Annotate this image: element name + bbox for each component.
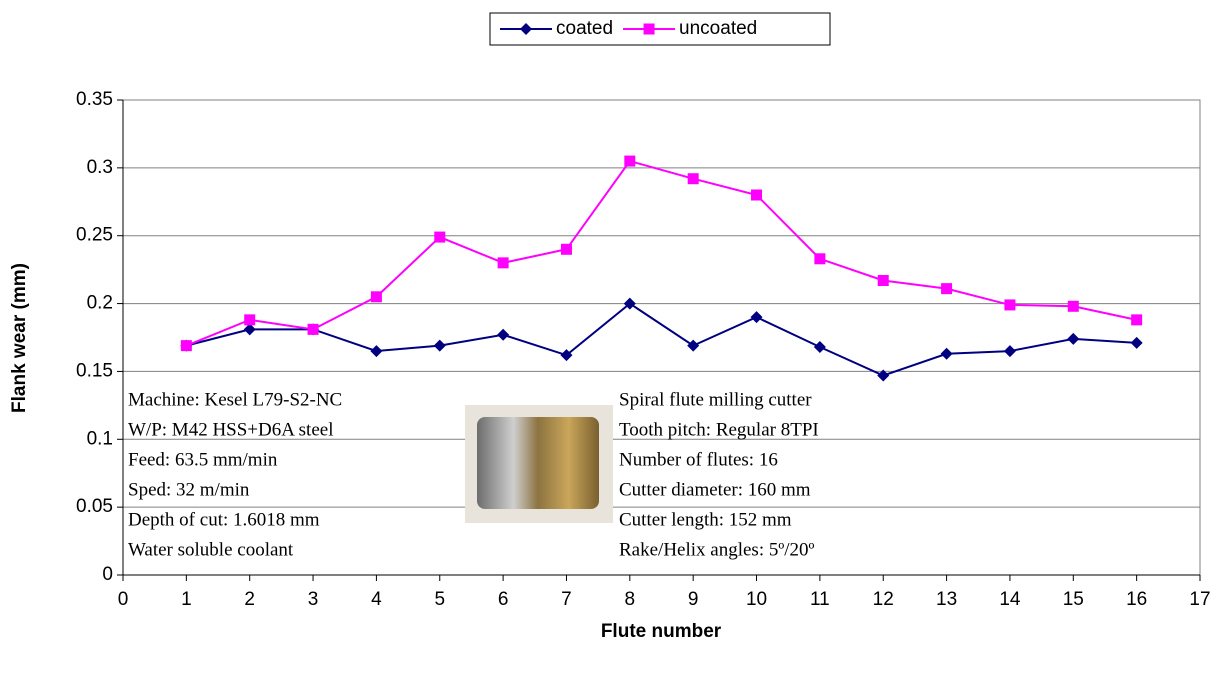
point <box>877 369 890 382</box>
point <box>750 311 763 324</box>
annotation: Water soluble coolant <box>128 539 294 560</box>
x-tick-label: 10 <box>746 589 767 610</box>
annotation: Sped: 32 m/min <box>128 479 250 500</box>
point <box>1067 332 1080 345</box>
point <box>1004 299 1016 311</box>
x-tick-label: 0 <box>118 589 129 610</box>
y-tick-label: 0.25 <box>76 225 113 246</box>
point <box>751 189 763 201</box>
x-tick-label: 13 <box>936 589 957 610</box>
point <box>497 257 509 269</box>
annotation: Feed: 63.5 mm/min <box>128 449 278 470</box>
annotation: Cutter diameter: 160 mm <box>619 479 811 500</box>
x-tick-label: 15 <box>1063 589 1084 610</box>
annotation: W/P: M42 HSS+D6A steel <box>128 419 333 440</box>
point <box>1003 345 1016 358</box>
x-tick-label: 4 <box>371 589 382 610</box>
point <box>814 253 826 265</box>
point <box>1067 300 1079 312</box>
legend-label: uncoated <box>679 18 757 39</box>
x-tick-label: 6 <box>498 589 509 610</box>
point <box>370 345 383 358</box>
cutter-photo <box>477 417 599 509</box>
y-tick-label: 0.2 <box>87 293 113 314</box>
point <box>687 339 700 352</box>
y-tick-label: 0.35 <box>76 89 113 110</box>
x-tick-label: 16 <box>1126 589 1147 610</box>
point <box>813 341 826 353</box>
point <box>180 340 192 352</box>
point <box>687 173 699 185</box>
series-line <box>186 302 1137 377</box>
x-tick-label: 8 <box>625 589 636 610</box>
annotation: Spiral flute milling cutter <box>619 389 812 410</box>
point <box>497 328 510 341</box>
point <box>560 349 573 362</box>
x-tick-label: 11 <box>810 589 830 610</box>
point <box>624 155 636 167</box>
point <box>623 297 636 310</box>
point <box>434 231 446 243</box>
point <box>940 347 953 360</box>
y-tick-label: 0.05 <box>76 496 113 517</box>
x-tick-label: 7 <box>561 589 572 610</box>
x-tick-label: 12 <box>873 589 894 610</box>
y-tick-label: 0.1 <box>87 428 113 449</box>
point <box>243 323 256 336</box>
x-tick-label: 9 <box>688 589 699 610</box>
annotation: Rake/Helix angles: 5º/20º <box>619 539 815 560</box>
point <box>307 323 319 335</box>
legend-marker <box>520 23 532 35</box>
annotation: Machine: Kesel L79-S2-NC <box>128 389 342 410</box>
annotation: Cutter length: 152 mm <box>619 509 792 530</box>
legend-label: coated <box>556 18 613 39</box>
x-tick-label: 5 <box>434 589 445 610</box>
y-tick-label: 0.15 <box>76 360 113 381</box>
annotation: Depth of cut: 1.6018 mm <box>128 509 320 530</box>
x-tick-label: 17 <box>1189 589 1210 610</box>
y-axis-label: Flank wear (mm) <box>9 263 30 413</box>
point <box>941 283 953 295</box>
point <box>370 291 382 303</box>
annotation: Tooth pitch: Regular 8TPI <box>619 419 819 440</box>
x-tick-label: 3 <box>308 589 319 610</box>
legend-marker <box>643 23 655 35</box>
x-axis-label: Flute number <box>601 621 722 642</box>
y-tick-label: 0.3 <box>87 157 113 178</box>
x-tick-label: 1 <box>181 589 192 610</box>
plot-area <box>122 99 1201 576</box>
point <box>433 339 446 352</box>
x-tick-label: 14 <box>999 589 1021 610</box>
point <box>244 314 256 326</box>
point <box>1130 336 1143 349</box>
y-tick-label: 0 <box>102 564 113 585</box>
annotation: Number of flutes: 16 <box>619 449 778 470</box>
point <box>560 243 572 255</box>
x-tick-label: 2 <box>244 589 255 610</box>
series-line <box>185 159 1137 347</box>
point <box>1131 314 1143 326</box>
point <box>877 275 889 286</box>
